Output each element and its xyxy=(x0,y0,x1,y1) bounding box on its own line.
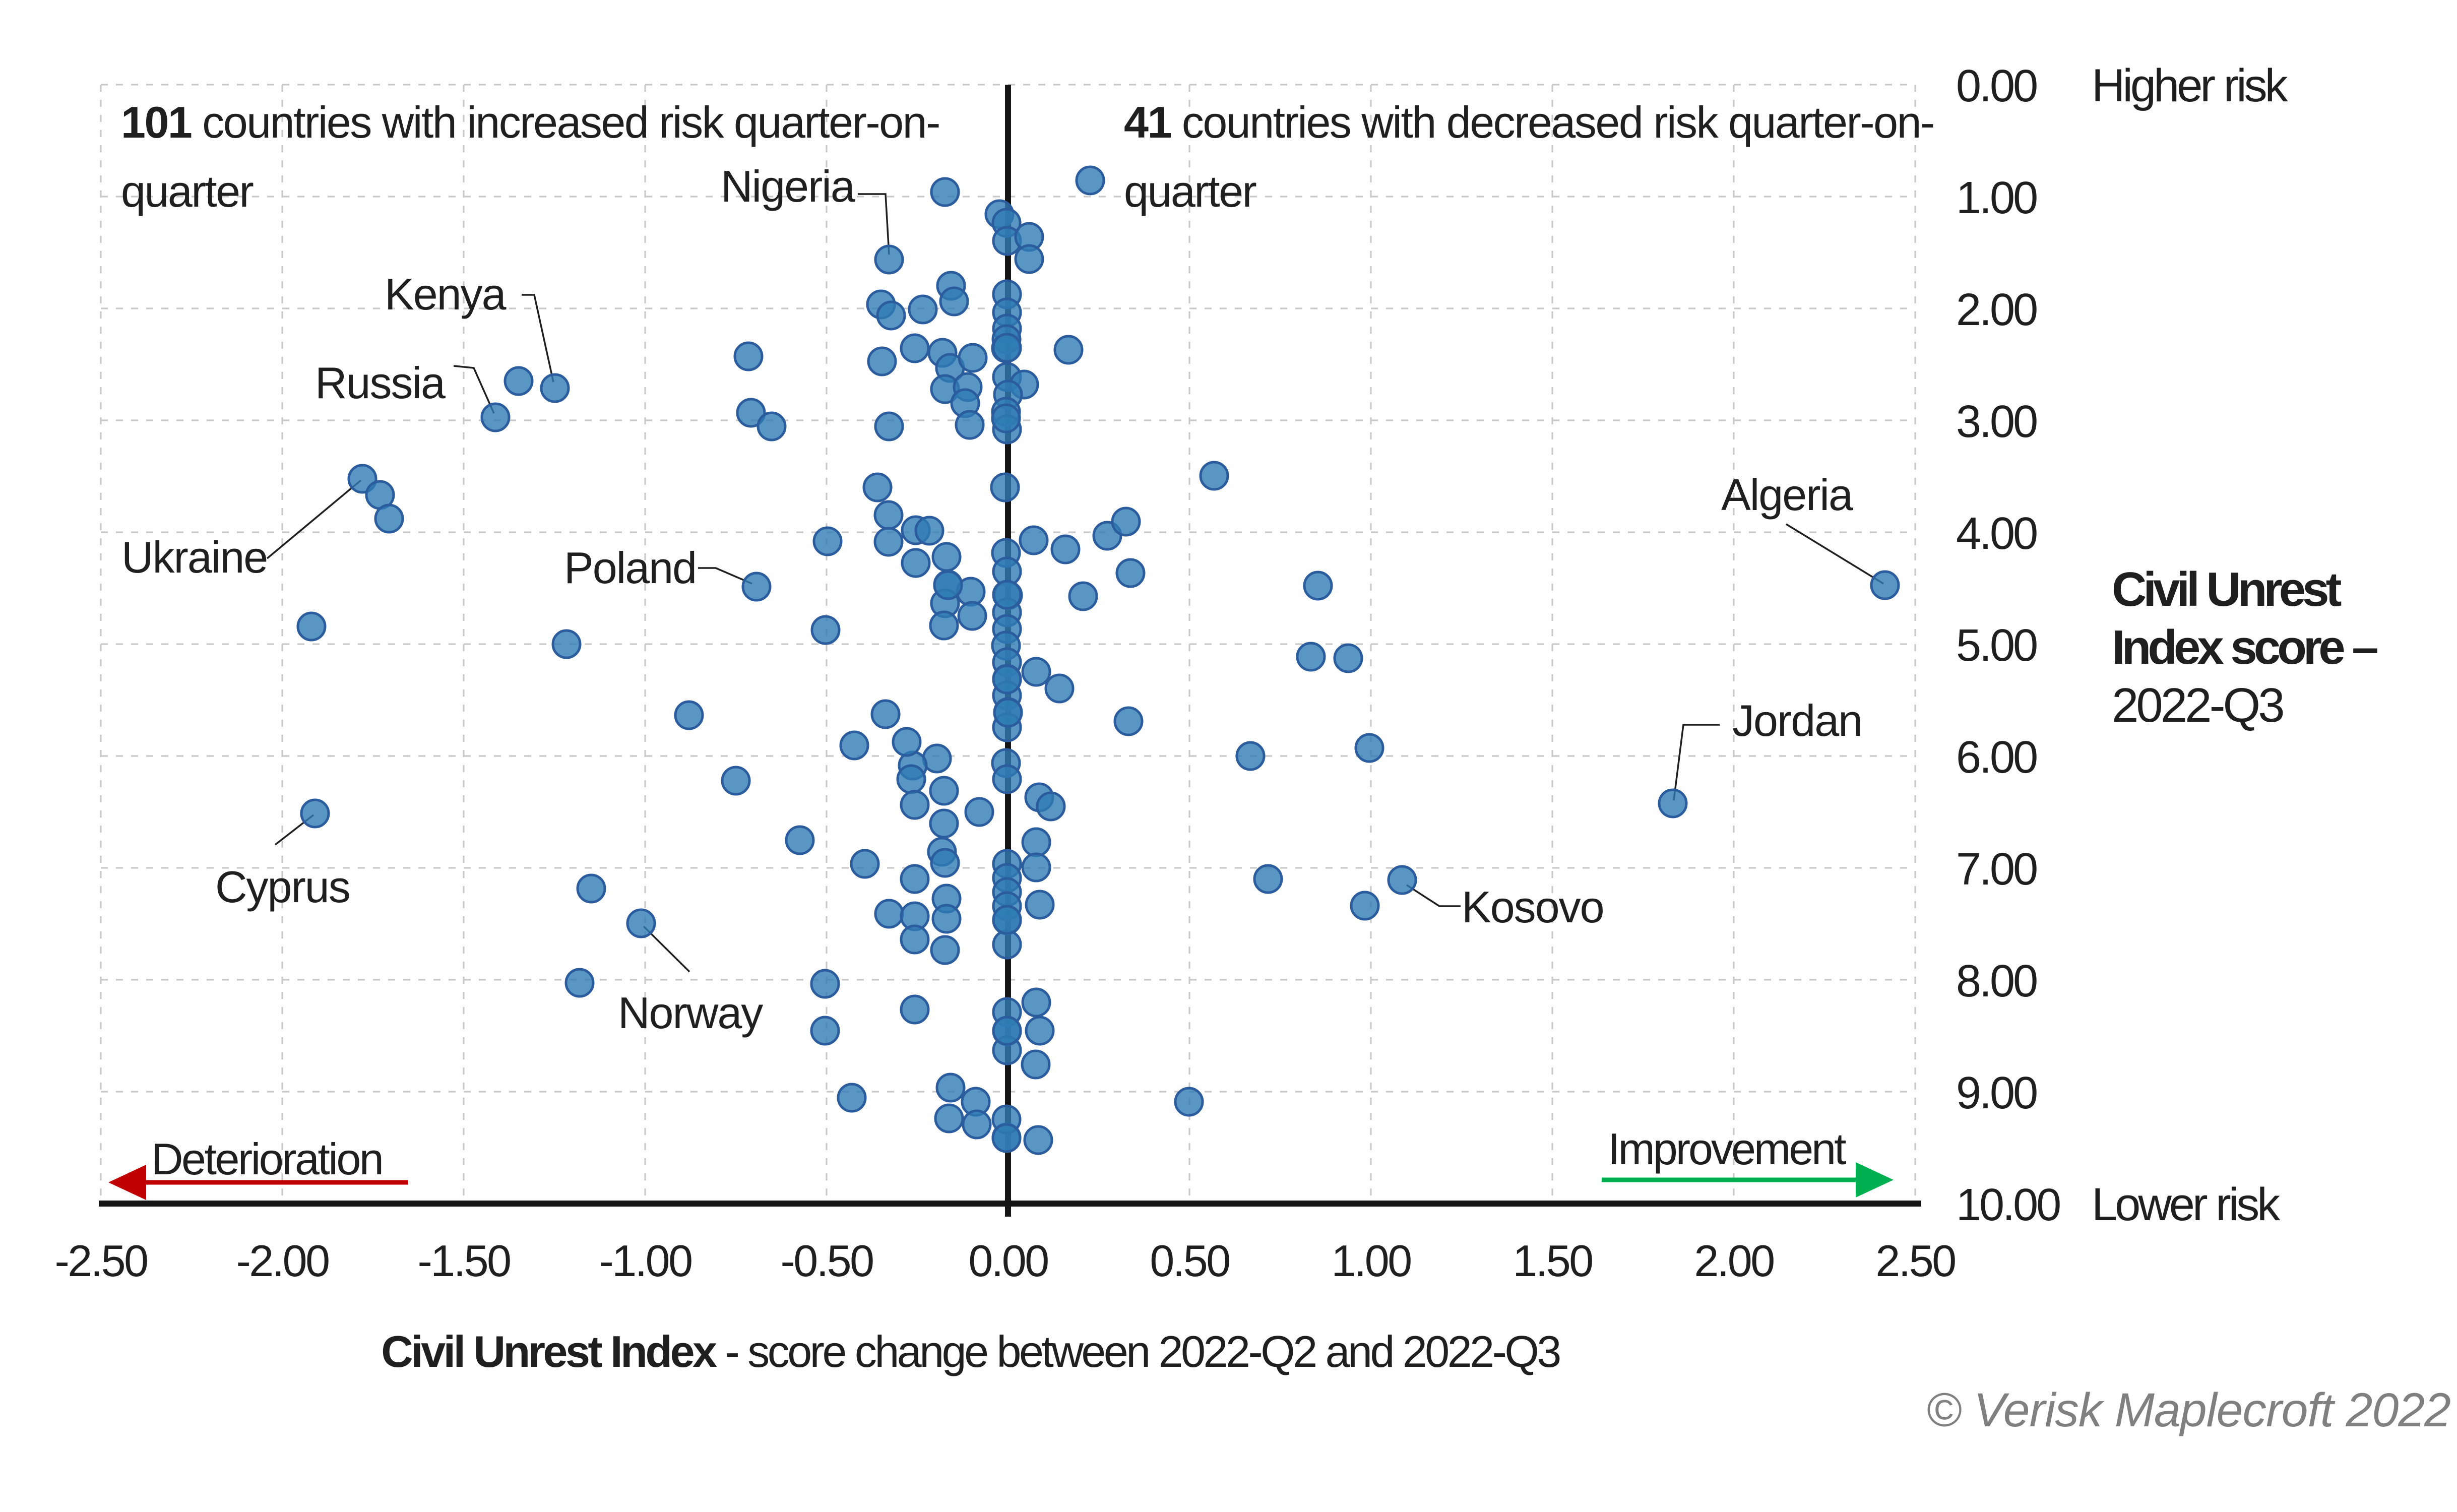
svg-text:0.00: 0.00 xyxy=(968,1236,1048,1286)
svg-text:-2.00: -2.00 xyxy=(236,1236,329,1286)
svg-text:quarter: quarter xyxy=(121,166,254,216)
svg-text:7.00: 7.00 xyxy=(1956,844,2037,895)
svg-text:Ukraine: Ukraine xyxy=(121,532,267,582)
svg-text:41 countries with decreased ri: 41 countries with decreased risk quarter… xyxy=(1124,97,1934,147)
svg-text:Improvement: Improvement xyxy=(1608,1124,1846,1174)
svg-text:Deterioration: Deterioration xyxy=(151,1134,382,1184)
svg-text:Index score –: Index score – xyxy=(2112,620,2377,674)
svg-text:Jordan: Jordan xyxy=(1732,696,1862,745)
svg-text:1.50: 1.50 xyxy=(1513,1236,1592,1286)
svg-text:1.00: 1.00 xyxy=(1331,1236,1411,1286)
svg-text:-1.00: -1.00 xyxy=(599,1236,691,1286)
svg-text:Poland: Poland xyxy=(564,543,696,593)
svg-text:Civil Unrest: Civil Unrest xyxy=(2112,562,2342,616)
svg-text:3.00: 3.00 xyxy=(1956,397,2037,447)
svg-text:6.00: 6.00 xyxy=(1956,732,2037,783)
svg-text:Lower risk: Lower risk xyxy=(2092,1179,2281,1230)
svg-text:Russia: Russia xyxy=(315,358,446,408)
svg-text:9.00: 9.00 xyxy=(1956,1068,2037,1118)
svg-text:-2.50: -2.50 xyxy=(54,1236,147,1286)
svg-text:2022-Q3: 2022-Q3 xyxy=(2112,678,2283,732)
svg-text:Higher risk: Higher risk xyxy=(2092,60,2289,111)
svg-text:Kenya: Kenya xyxy=(385,269,507,319)
svg-text:-0.50: -0.50 xyxy=(780,1236,873,1286)
svg-text:Algeria: Algeria xyxy=(1721,470,1853,520)
svg-text:10.00: 10.00 xyxy=(1956,1180,2060,1230)
svg-text:Nigeria: Nigeria xyxy=(721,161,855,211)
svg-text:5.00: 5.00 xyxy=(1956,620,2037,671)
svg-text:2.00: 2.00 xyxy=(1694,1236,1774,1286)
svg-text:Civil Unrest Index - score cha: Civil Unrest Index - score change betwee… xyxy=(381,1327,1560,1376)
svg-text:4.00: 4.00 xyxy=(1956,509,2037,559)
svg-text:Cyprus: Cyprus xyxy=(215,862,350,912)
svg-text:quarter: quarter xyxy=(1124,166,1256,216)
svg-text:Kosovo: Kosovo xyxy=(1462,882,1604,932)
svg-text:2.50: 2.50 xyxy=(1875,1236,1955,1286)
svg-text:0.00: 0.00 xyxy=(1956,61,2037,111)
svg-text:-1.50: -1.50 xyxy=(417,1236,510,1286)
svg-text:8.00: 8.00 xyxy=(1956,956,2037,1006)
svg-text:101 countries with increased r: 101 countries with increased risk quarte… xyxy=(121,97,939,147)
svg-text:0.50: 0.50 xyxy=(1150,1236,1229,1286)
svg-text:2.00: 2.00 xyxy=(1956,285,2037,335)
svg-text:© Verisk Maplecroft 2022: © Verisk Maplecroft 2022 xyxy=(1926,1383,2451,1437)
svg-text:1.00: 1.00 xyxy=(1956,173,2037,223)
svg-text:Norway: Norway xyxy=(618,988,763,1038)
